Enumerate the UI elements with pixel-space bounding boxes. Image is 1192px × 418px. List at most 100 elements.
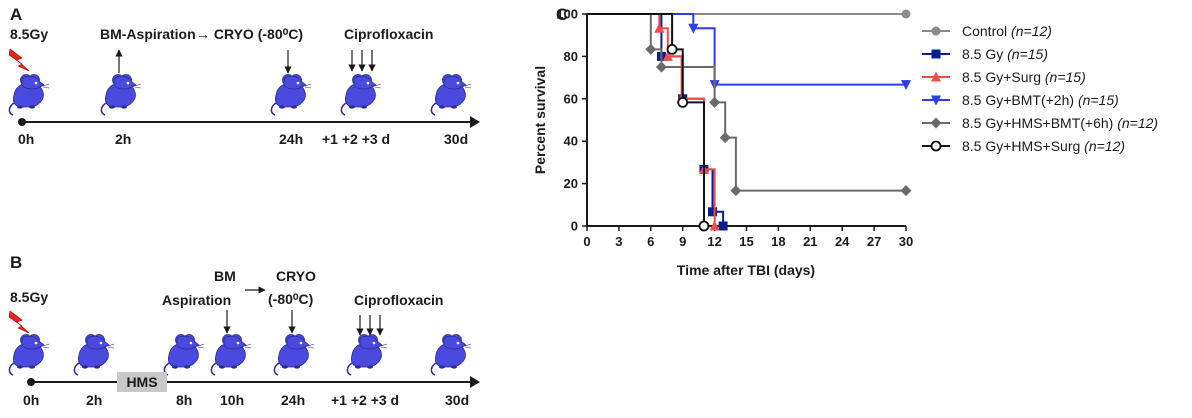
series-4-point xyxy=(688,23,699,34)
series-3-point xyxy=(709,220,720,231)
panel-a-time-0h: 0h xyxy=(18,131,34,147)
panel-a-time-30d: 30d xyxy=(444,131,468,147)
mouse-icon xyxy=(100,73,142,116)
x-tick-label: 21 xyxy=(803,234,817,249)
panel-b-hms: HMS xyxy=(126,374,157,390)
panel-a-cipro: Ciprofloxacin xyxy=(344,26,433,42)
survival-chart: 0 3 6 9 12 15 18 21 24 27 30 0 20 40 60 80 100 xyxy=(556,7,913,250)
panel-b-cipro: Ciprofloxacin xyxy=(354,292,443,308)
panel-b-time-days: +1 +2 +3 d xyxy=(331,392,399,408)
mouse-icon xyxy=(270,73,312,116)
x-tick-label: 6 xyxy=(647,234,654,249)
x-axis-title: Time after TBI (days) xyxy=(677,262,815,278)
series-6-point xyxy=(666,44,678,55)
panel-b-time-24h: 24h xyxy=(281,392,305,408)
panel-b-bm-line1: BM xyxy=(214,268,236,284)
panel-b: B 8.5Gy BM Aspiration CRYO (-80⁰C) Cipro… xyxy=(8,253,480,408)
legend-label: 8.5 Gy+BMT(+2h) (n=15) xyxy=(962,92,1119,108)
series-6-line xyxy=(587,13,705,226)
series-5-point xyxy=(645,43,657,55)
series-2-point xyxy=(707,207,717,217)
series-5-point xyxy=(900,185,912,197)
x-tick-label: 12 xyxy=(707,234,721,249)
x-tick-label: 9 xyxy=(679,234,686,249)
series-2-point xyxy=(718,221,728,231)
mouse-icon xyxy=(430,333,472,376)
timeline-start-dot xyxy=(18,118,26,126)
panel-b-time-8h: 8h xyxy=(176,392,192,408)
panel-a-time-days: +1 +2 +3 d xyxy=(322,131,390,147)
legend-marker xyxy=(931,49,941,59)
series-1-point xyxy=(901,9,911,19)
x-tick-label: 27 xyxy=(867,234,881,249)
series-5-point xyxy=(655,61,667,73)
mouse-icon xyxy=(346,333,388,376)
x-tick-label: 15 xyxy=(739,234,753,249)
legend-label: 8.5 Gy+Surg (n=15) xyxy=(962,69,1086,85)
mouse-icon xyxy=(8,73,50,116)
mouse-icon xyxy=(273,333,315,376)
mouse-icon xyxy=(430,73,472,116)
series-6-point xyxy=(677,97,689,108)
x-tick-label: 0 xyxy=(583,234,590,249)
legend-marker xyxy=(930,117,942,129)
legend-label: 8.5 Gy+HMS+BMT(+6h) (n=12) xyxy=(962,115,1158,131)
legend-marker xyxy=(931,26,941,36)
y-tick-label: 20 xyxy=(564,176,578,191)
timeline-arrowhead xyxy=(470,116,480,128)
panel-b-cryo-line2: (-80⁰C) xyxy=(268,291,313,307)
mouse-icon xyxy=(8,333,50,376)
x-tick-label: 24 xyxy=(835,234,850,249)
mouse-icon xyxy=(73,333,115,376)
timeline-start-dot xyxy=(27,378,35,386)
panel-b-time-30d: 30d xyxy=(445,392,469,408)
y-axis-title: Percent survival xyxy=(532,66,548,174)
panel-a-label: A xyxy=(10,5,22,24)
legend-marker xyxy=(930,140,942,152)
panel-b-dose: 8.5Gy xyxy=(10,289,48,305)
timeline-arrowhead xyxy=(470,376,480,388)
panel-b-label: B xyxy=(10,253,22,272)
mouse-icon xyxy=(163,333,205,376)
legend-marker xyxy=(931,95,941,106)
y-tick-label: 60 xyxy=(564,91,578,106)
panel-c: C 0 3 6 9 12 15 18 21 24 27 30 0 20 40 60 80 100 Percent… xyxy=(532,5,1158,278)
legend-marker xyxy=(931,71,941,82)
x-tick-label: 18 xyxy=(771,234,785,249)
x-tick-label: 30 xyxy=(899,234,913,249)
series-5-line xyxy=(587,13,906,192)
series-5-point xyxy=(719,132,731,144)
legend-label: Control (n=12) xyxy=(962,23,1052,39)
radiation-bolt-icon xyxy=(8,310,30,334)
panel-a: A 8.5Gy BM-Aspiration → CRYO (-80⁰C) Cip… xyxy=(8,5,480,147)
series-5-point xyxy=(709,96,721,108)
series-2-line xyxy=(587,13,725,226)
series-4-line xyxy=(587,13,906,86)
panel-a-time-24h: 24h xyxy=(279,131,303,147)
legend: Control (n=12) 8.5 Gy (n=15) 8.5 Gy+Surg (… xyxy=(922,23,1158,154)
hms-box xyxy=(117,372,167,392)
y-tick-label: 80 xyxy=(564,49,578,64)
panel-a-time-2h: 2h xyxy=(115,131,131,147)
radiation-bolt-icon xyxy=(8,48,30,72)
y-tick-label: 100 xyxy=(556,7,578,22)
panel-b-time-2h: 2h xyxy=(86,392,102,408)
panel-a-bm-aspiration: BM-Aspiration xyxy=(100,26,196,42)
panel-b-cryo-line1: CRYO xyxy=(276,268,316,284)
x-tick-label: 3 xyxy=(615,234,622,249)
panel-a-dose: 8.5Gy xyxy=(10,26,48,42)
y-tick-label: 40 xyxy=(564,134,578,149)
series-5-point xyxy=(730,185,742,197)
series-4-point xyxy=(901,80,911,91)
panel-b-time-10h: 10h xyxy=(220,392,244,408)
legend-label: 8.5 Gy+HMS+Surg (n=12) xyxy=(962,138,1125,154)
y-tick-label: 0 xyxy=(571,219,578,234)
mouse-icon xyxy=(210,333,252,376)
panel-b-time-0h: 0h xyxy=(23,392,39,408)
series-3-point xyxy=(654,22,665,33)
mouse-icon xyxy=(340,73,382,116)
panel-b-bm-line2: Aspiration xyxy=(162,292,231,308)
series-6-point xyxy=(698,220,710,232)
legend-label: 8.5 Gy (n=15) xyxy=(962,46,1048,62)
